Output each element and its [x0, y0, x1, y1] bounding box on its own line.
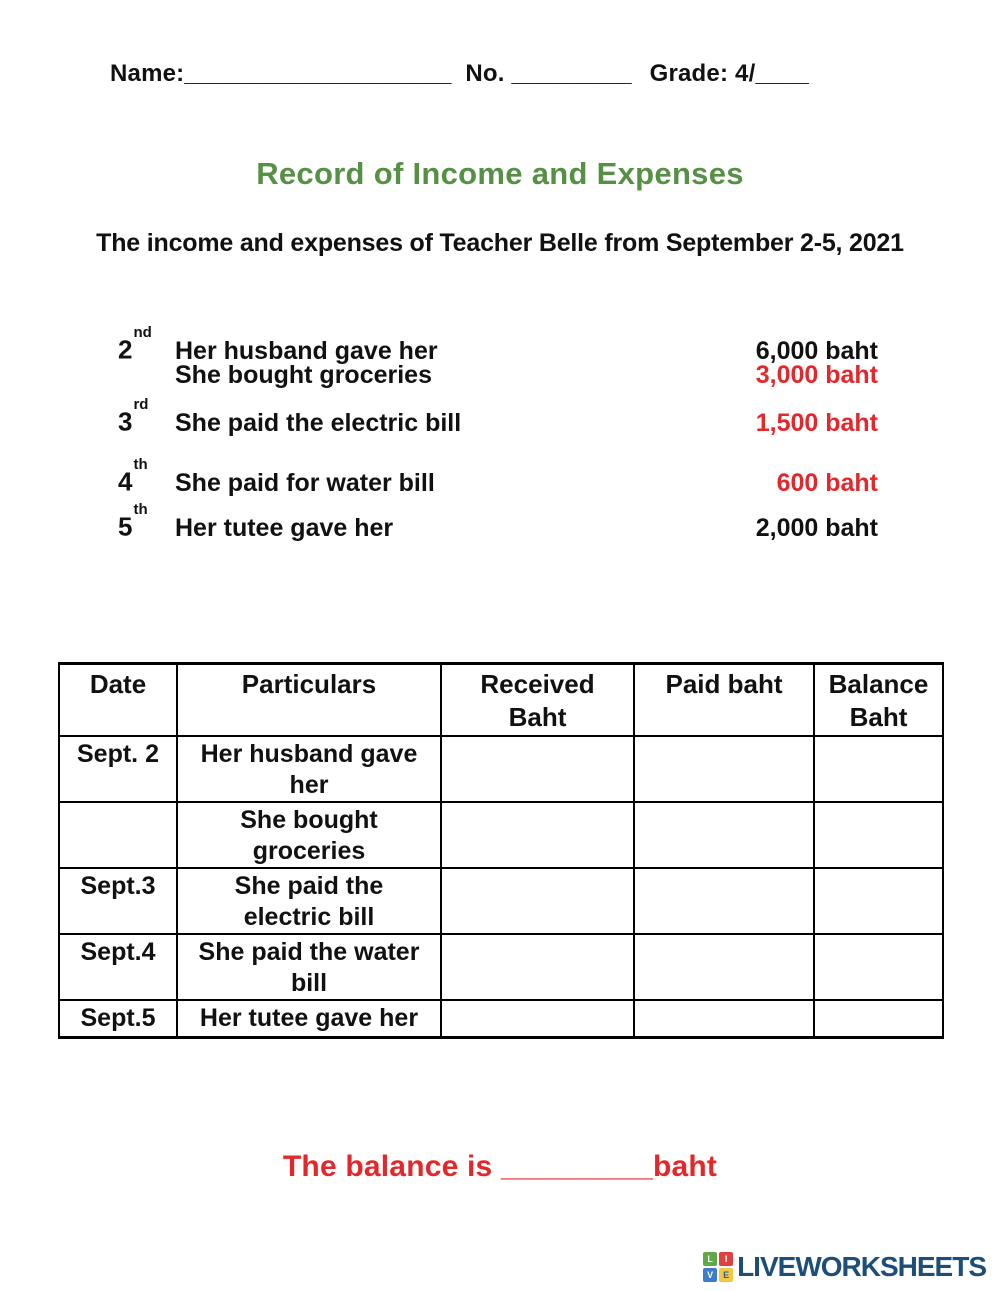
answer-cell-balance[interactable] [813, 800, 944, 869]
answer-cell-paid[interactable] [633, 866, 815, 935]
date-cell: Sept.5 [58, 998, 178, 1039]
entry-day: 3rd [118, 396, 149, 437]
answer-cell-received[interactable] [440, 932, 635, 1001]
entry-description: She paid the electric bill [175, 408, 462, 437]
answer-cell-balance[interactable] [813, 734, 944, 803]
particulars-cell: Her tutee gave her [176, 998, 442, 1039]
particulars-cell: She paid the electric bill [176, 866, 442, 935]
no-blank-line[interactable]: _________ [511, 60, 632, 87]
logo-tile-l: L [703, 1252, 718, 1266]
answer-cell-received[interactable] [440, 800, 635, 869]
balance-label: The balance is [282, 1150, 501, 1183]
entry-description: She paid for water bill [175, 468, 435, 497]
balance-sentence: The balance is _________baht [0, 1150, 1000, 1184]
liveworksheets-icon: L I V E [703, 1252, 734, 1282]
entry-ordinal: th [133, 501, 148, 518]
entry-row: 4th She paid for water bill 600 baht [118, 456, 878, 497]
col-header-received-baht: Received Baht [440, 662, 635, 737]
record-table: Date Particulars Received Baht Paid baht… [58, 662, 944, 1039]
col-header-date: Date [58, 662, 178, 737]
table-row: Sept.3 She paid the electric bill [58, 866, 944, 935]
particulars-cell: She bought groceries [176, 800, 442, 869]
particulars-cell: She paid the water bill [176, 932, 442, 1001]
liveworksheets-logo[interactable]: L I V E LIVEWORKSHEETS [703, 1251, 987, 1283]
page-title: Record of Income and Expenses [256, 156, 744, 191]
liveworksheets-wordmark: LIVEWORKSHEETS [737, 1251, 987, 1282]
entry-row: 5th Her tutee gave her 2,000 baht [118, 501, 878, 542]
subtitle: The income and expenses of Teacher Belle… [96, 229, 904, 257]
name-label: Name: [110, 60, 185, 87]
answer-cell-received[interactable] [440, 734, 635, 803]
answer-cell-received[interactable] [440, 866, 635, 935]
answer-cell-balance[interactable] [813, 866, 944, 935]
col-header-paid-baht: Paid baht [633, 662, 815, 737]
entry-amount: 6,000 baht [755, 336, 878, 365]
worksheet-header: Name:____________________ No. _________ Gr… [110, 60, 960, 88]
table-row: Sept.5 Her tutee gave her [58, 998, 944, 1039]
answer-cell-paid[interactable] [633, 734, 815, 803]
grade-label: Grade: 4/ [649, 60, 756, 87]
answer-cell-paid[interactable] [633, 932, 815, 1001]
logo-tile-i: I [719, 1252, 734, 1266]
entry-amount: 1,500 baht [755, 408, 878, 437]
logo-tile-v: V [703, 1268, 718, 1282]
balance-unit: baht [652, 1150, 718, 1183]
name-blank-line[interactable]: ____________________ [184, 60, 452, 87]
entry-amount: 2,000 baht [755, 513, 878, 542]
col-header-particulars: Particulars [176, 662, 442, 737]
entry-ordinal: th [133, 456, 148, 473]
entry-ordinal: rd [133, 396, 149, 413]
table-header-row: Date Particulars Received Baht Paid baht… [58, 662, 944, 737]
entries-list: 2nd Her husband gave her 6,000 baht She … [118, 315, 878, 542]
logo-tile-e: E [719, 1268, 734, 1282]
answer-cell-received[interactable] [440, 998, 635, 1039]
answer-cell-balance[interactable] [813, 998, 944, 1039]
date-cell: Sept.4 [58, 932, 178, 1001]
entry-amount: 600 baht [776, 468, 878, 497]
table-row: Sept. 2 Her husband gave her [58, 734, 944, 803]
entry-ordinal: nd [133, 324, 152, 341]
particulars-cell: Her husband gave her [176, 734, 442, 803]
entry-description: She bought groceries [175, 361, 432, 389]
grade-blank-line[interactable]: ____ [755, 60, 809, 87]
date-cell [58, 800, 178, 869]
entry-day: 4th [118, 456, 148, 497]
entry-day: 5th [118, 501, 148, 542]
date-cell: Sept. 2 [58, 734, 178, 803]
entry-day: 2nd [118, 324, 152, 365]
date-cell: Sept.3 [58, 866, 178, 935]
balance-blank-line[interactable]: _________ [500, 1150, 653, 1183]
answer-cell-paid[interactable] [633, 800, 815, 869]
entry-description: Her husband gave her [175, 336, 438, 365]
table-row: Sept.4 She paid the water bill [58, 932, 944, 1001]
col-header-balance-baht: Balance Baht [813, 662, 944, 737]
entry-row: 2nd Her husband gave her 6,000 baht [118, 324, 878, 365]
table-row: She bought groceries [58, 800, 944, 869]
answer-cell-paid[interactable] [633, 998, 815, 1039]
no-label: No. [465, 60, 505, 87]
entry-row: 3rd She paid the electric bill 1,500 bah… [118, 396, 878, 437]
answer-cell-balance[interactable] [813, 932, 944, 1001]
entry-description: Her tutee gave her [175, 513, 394, 542]
entry-amount: 3,000 baht [755, 361, 878, 389]
entry-row: She bought groceries 3,000 baht [118, 360, 878, 390]
